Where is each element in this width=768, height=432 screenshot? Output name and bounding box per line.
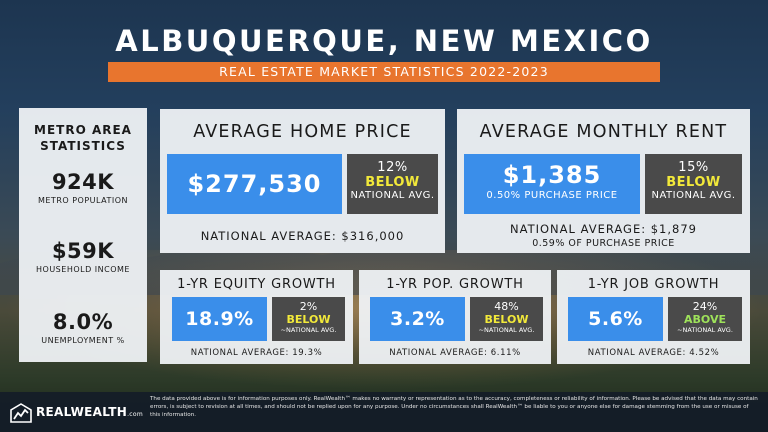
- metro-population-label: METRO POPULATION: [37, 196, 129, 205]
- population-growth-direction: BELOW: [484, 313, 529, 326]
- population-growth-card: 1-YR POP. GROWTH 3.2% 48% BELOW ~NATIONA…: [359, 270, 551, 364]
- population-growth-value-box: 3.2%: [370, 297, 465, 341]
- rent-comparison-badge: 15% BELOW NATIONAL AVG.: [645, 154, 742, 214]
- equity-growth-heading: 1-YR EQUITY GROWTH: [177, 277, 336, 292]
- equity-growth-pct: 2%: [299, 300, 318, 313]
- disclaimer-text: The data provided above is for informati…: [150, 396, 758, 418]
- equity-growth-national-label: ~NATIONAL AVG.: [280, 326, 337, 334]
- job-growth-pct: 24%: [692, 300, 718, 313]
- logo-suffix: .com: [127, 411, 143, 418]
- rent-pct: 15%: [678, 160, 709, 175]
- rent-purchase-ratio: 0.50% PURCHASE PRICE: [486, 190, 618, 201]
- rent-national-sub: 0.59% OF PURCHASE PRICE: [532, 238, 675, 249]
- equity-growth-card: 1-YR EQUITY GROWTH 18.9% 2% BELOW ~NATIO…: [160, 270, 353, 364]
- job-growth-value-box: 5.6%: [568, 297, 663, 341]
- population-growth-heading: 1-YR POP. GROWTH: [386, 277, 524, 292]
- population-growth-badge: 48% BELOW ~NATIONAL AVG.: [470, 297, 543, 341]
- household-income-value: $59K: [51, 239, 115, 263]
- job-growth-heading: 1-YR JOB GROWTH: [587, 277, 720, 292]
- realwealth-logo-icon: [10, 403, 32, 423]
- equity-growth-direction: BELOW: [286, 313, 331, 326]
- job-growth-badge: 24% ABOVE ~NATIONAL AVG.: [668, 297, 742, 341]
- home-price-value-box: $277,530: [167, 154, 342, 214]
- home-price-national-label: NATIONAL AVG.: [350, 190, 435, 201]
- rent-value: $1,385: [502, 161, 602, 189]
- logo-wordmark: REALWEALTH: [36, 405, 128, 419]
- page-subtitle-banner: REAL ESTATE MARKET STATISTICS 2022-2023: [108, 62, 660, 82]
- footer-bar: REALWEALTH.com The data provided above i…: [0, 392, 768, 432]
- realwealth-logo[interactable]: REALWEALTH.com: [10, 403, 150, 423]
- home-price-national-average: NATIONAL AVERAGE: $316,000: [200, 229, 405, 243]
- metro-population-value: 924K: [51, 170, 115, 194]
- job-growth-card: 1-YR JOB GROWTH 5.6% 24% ABOVE ~NATIONAL…: [557, 270, 750, 364]
- job-growth-national-average: NATIONAL AVERAGE: 4.52%: [587, 348, 720, 358]
- rent-national-average: NATIONAL AVERAGE: $1,879: [510, 222, 697, 236]
- equity-growth-value: 18.9%: [185, 308, 254, 330]
- home-price-value: $277,530: [187, 170, 322, 198]
- population-growth-pct: 48%: [494, 300, 519, 313]
- equity-growth-badge: 2% BELOW ~NATIONAL AVG.: [272, 297, 345, 341]
- unemployment-label: UNEMPLOYMENT %: [41, 336, 125, 345]
- home-price-comparison-badge: 12% BELOW NATIONAL AVG.: [347, 154, 438, 214]
- equity-growth-national-average: NATIONAL AVERAGE: 19.3%: [190, 348, 323, 358]
- rent-card: AVERAGE MONTHLY RENT $1,385 0.50% PURCHA…: [457, 109, 750, 253]
- home-price-heading: AVERAGE HOME PRICE: [193, 122, 412, 142]
- population-growth-value: 3.2%: [390, 308, 445, 330]
- rent-value-box: $1,385 0.50% PURCHASE PRICE: [464, 154, 640, 214]
- equity-growth-value-box: 18.9%: [172, 297, 267, 341]
- rent-direction: BELOW: [666, 175, 721, 190]
- home-price-card: AVERAGE HOME PRICE $277,530 12% BELOW NA…: [160, 109, 445, 253]
- home-price-direction: BELOW: [365, 175, 420, 190]
- rent-heading: AVERAGE MONTHLY RENT: [479, 122, 728, 142]
- population-growth-national-average: NATIONAL AVERAGE: 6.11%: [389, 348, 521, 358]
- unemployment-value: 8.0%: [52, 310, 114, 334]
- metro-area-card: METRO AREA STATISTICS 924K METRO POPULAT…: [19, 108, 147, 362]
- home-price-pct: 12%: [377, 160, 408, 175]
- rent-national-label: NATIONAL AVG.: [651, 190, 736, 201]
- page-title: ALBUQUERQUE, NEW MEXICO: [115, 24, 653, 58]
- household-income-label: HOUSEHOLD INCOME: [36, 265, 130, 274]
- realwealth-logo-text: REALWEALTH.com: [36, 405, 143, 419]
- job-growth-direction: ABOVE: [684, 313, 726, 326]
- job-growth-national-label: ~NATIONAL AVG.: [677, 326, 733, 334]
- population-growth-national-label: ~NATIONAL AVG.: [478, 326, 535, 334]
- job-growth-value: 5.6%: [588, 308, 643, 330]
- metro-heading: METRO AREA STATISTICS: [34, 123, 132, 153]
